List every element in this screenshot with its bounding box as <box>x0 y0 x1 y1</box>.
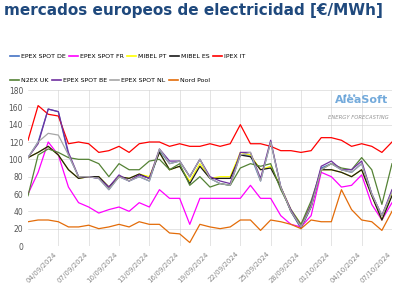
Text: mercados europeos de electricidad [€/MWh]: mercados europeos de electricidad [€/MWh… <box>4 3 383 18</box>
Text: •••: ••• <box>343 92 358 100</box>
Legend: EPEX SPOT DE, EPEX SPOT FR, MIBEL PT, MIBEL ES, IPEX IT: EPEX SPOT DE, EPEX SPOT FR, MIBEL PT, MI… <box>7 51 248 62</box>
Legend: N2EX UK, EPEX SPOT BE, EPEX SPOT NL, Nord Pool: N2EX UK, EPEX SPOT BE, EPEX SPOT NL, Nor… <box>7 75 212 86</box>
Text: ENERGY FORECASTING: ENERGY FORECASTING <box>328 115 388 120</box>
Text: AleaSoft: AleaSoft <box>335 95 388 105</box>
